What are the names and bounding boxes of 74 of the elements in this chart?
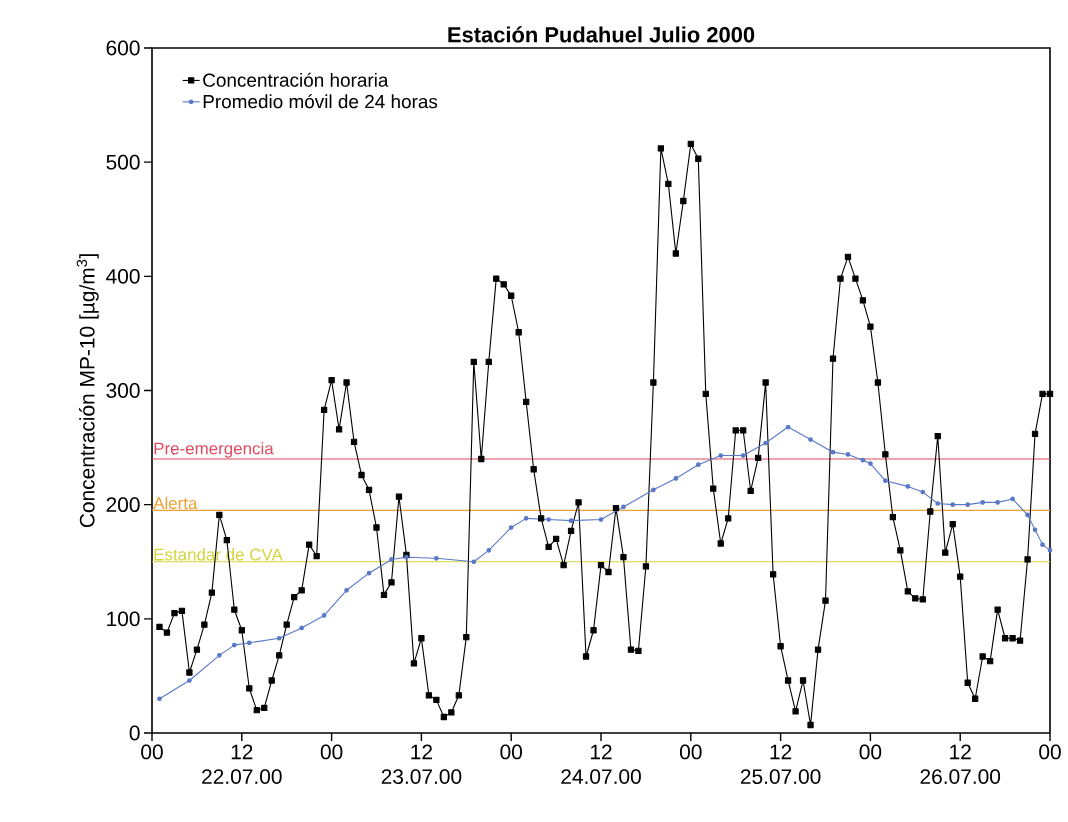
legend-label: Concentración horaria — [203, 72, 389, 87]
point — [157, 696, 162, 702]
x-tick-label: 12 — [770, 744, 792, 760]
point — [231, 642, 237, 648]
point — [965, 502, 971, 508]
y-tick-label: 200 — [106, 497, 140, 513]
y-tick-label: 500 — [106, 154, 140, 170]
point — [1032, 527, 1038, 533]
y-tick-label: 600 — [106, 40, 140, 56]
point — [434, 555, 439, 561]
text: 26.07.00 — [920, 769, 1001, 785]
point — [299, 625, 305, 631]
x-tick-label: 12 — [590, 744, 612, 760]
point — [651, 487, 656, 493]
point — [187, 678, 192, 683]
x-tick-label: 00 — [1039, 744, 1061, 760]
y-tick-label: 400 — [106, 268, 140, 284]
ref-line-label: Alerta — [153, 496, 198, 510]
point — [883, 478, 888, 484]
point — [344, 587, 349, 593]
x-tick-label: 00 — [859, 744, 882, 760]
point — [995, 500, 1000, 505]
point — [1047, 547, 1053, 553]
x-tick-label: 00 — [500, 744, 523, 760]
point — [740, 453, 746, 458]
point — [389, 557, 394, 562]
point — [546, 517, 551, 522]
point — [785, 424, 791, 430]
y-tick-label: 300 — [106, 383, 140, 398]
point — [471, 559, 477, 565]
point — [830, 449, 836, 455]
point — [860, 457, 866, 463]
point — [980, 500, 986, 505]
chart-title: Estación Pudahuel Julio 2000 — [448, 26, 755, 43]
point — [868, 461, 873, 466]
point — [523, 516, 529, 521]
point — [950, 502, 956, 508]
text: 25.07.00 — [740, 769, 821, 785]
point — [763, 440, 768, 446]
point — [1025, 512, 1030, 518]
text: 24.07.00 — [561, 769, 641, 785]
x-tick-label: 12 — [231, 744, 253, 760]
point — [621, 504, 626, 510]
point — [905, 484, 911, 489]
y-tick-label: 100 — [107, 611, 140, 627]
x-tick-label: 12 — [950, 744, 971, 760]
x-tick-label: 00 — [679, 744, 702, 760]
point — [508, 525, 514, 530]
y-tick-label: 0 — [129, 725, 140, 741]
ref-line-label: Pre-emergencia — [154, 442, 274, 458]
point — [920, 489, 926, 495]
point — [217, 653, 222, 658]
text: 23.07.00 — [381, 769, 462, 785]
point — [321, 613, 327, 618]
point — [246, 640, 252, 646]
text: 22.07.00 — [202, 769, 282, 785]
point — [568, 518, 574, 523]
point — [673, 476, 679, 481]
point — [1040, 542, 1045, 547]
point — [935, 501, 941, 506]
x-tick-label: 00 — [320, 744, 343, 760]
point — [486, 547, 492, 553]
y-axis-title: Concentración MP-10 [µg/m$^{3}$] — [76, 254, 99, 528]
x-tick-label: 00 — [141, 744, 163, 760]
x-tick-label: 12 — [411, 744, 432, 760]
point — [718, 453, 724, 458]
point — [1010, 496, 1015, 502]
point — [276, 635, 282, 641]
point — [366, 570, 372, 576]
point — [845, 452, 851, 457]
legend-label: Promedio móvil de 24 horas — [203, 94, 438, 109]
point — [598, 517, 604, 522]
point — [808, 437, 813, 442]
point — [695, 462, 701, 468]
